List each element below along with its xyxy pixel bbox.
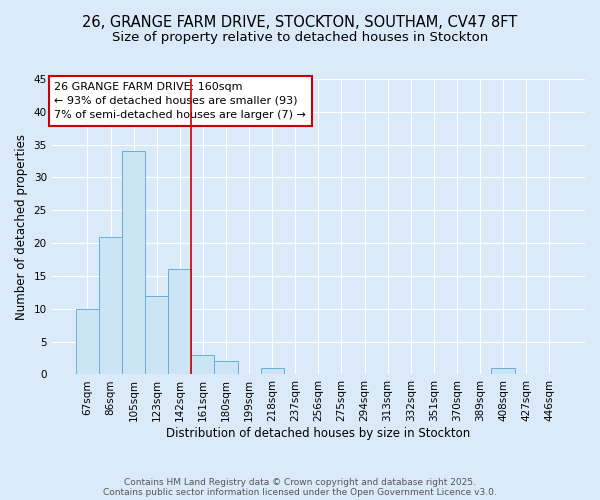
Bar — [214, 362, 238, 374]
Text: Size of property relative to detached houses in Stockton: Size of property relative to detached ho… — [112, 31, 488, 44]
Bar — [99, 236, 122, 374]
Text: 26, GRANGE FARM DRIVE, STOCKTON, SOUTHAM, CV47 8FT: 26, GRANGE FARM DRIVE, STOCKTON, SOUTHAM… — [82, 15, 518, 30]
Text: Contains HM Land Registry data © Crown copyright and database right 2025.: Contains HM Land Registry data © Crown c… — [124, 478, 476, 487]
Bar — [145, 296, 168, 374]
Y-axis label: Number of detached properties: Number of detached properties — [15, 134, 28, 320]
Bar — [76, 309, 99, 374]
Bar — [260, 368, 284, 374]
X-axis label: Distribution of detached houses by size in Stockton: Distribution of detached houses by size … — [166, 427, 470, 440]
Text: 26 GRANGE FARM DRIVE: 160sqm
← 93% of detached houses are smaller (93)
7% of sem: 26 GRANGE FARM DRIVE: 160sqm ← 93% of de… — [55, 82, 306, 120]
Bar — [122, 151, 145, 374]
Bar — [168, 270, 191, 374]
Bar — [491, 368, 515, 374]
Text: Contains public sector information licensed under the Open Government Licence v3: Contains public sector information licen… — [103, 488, 497, 497]
Bar — [191, 355, 214, 374]
